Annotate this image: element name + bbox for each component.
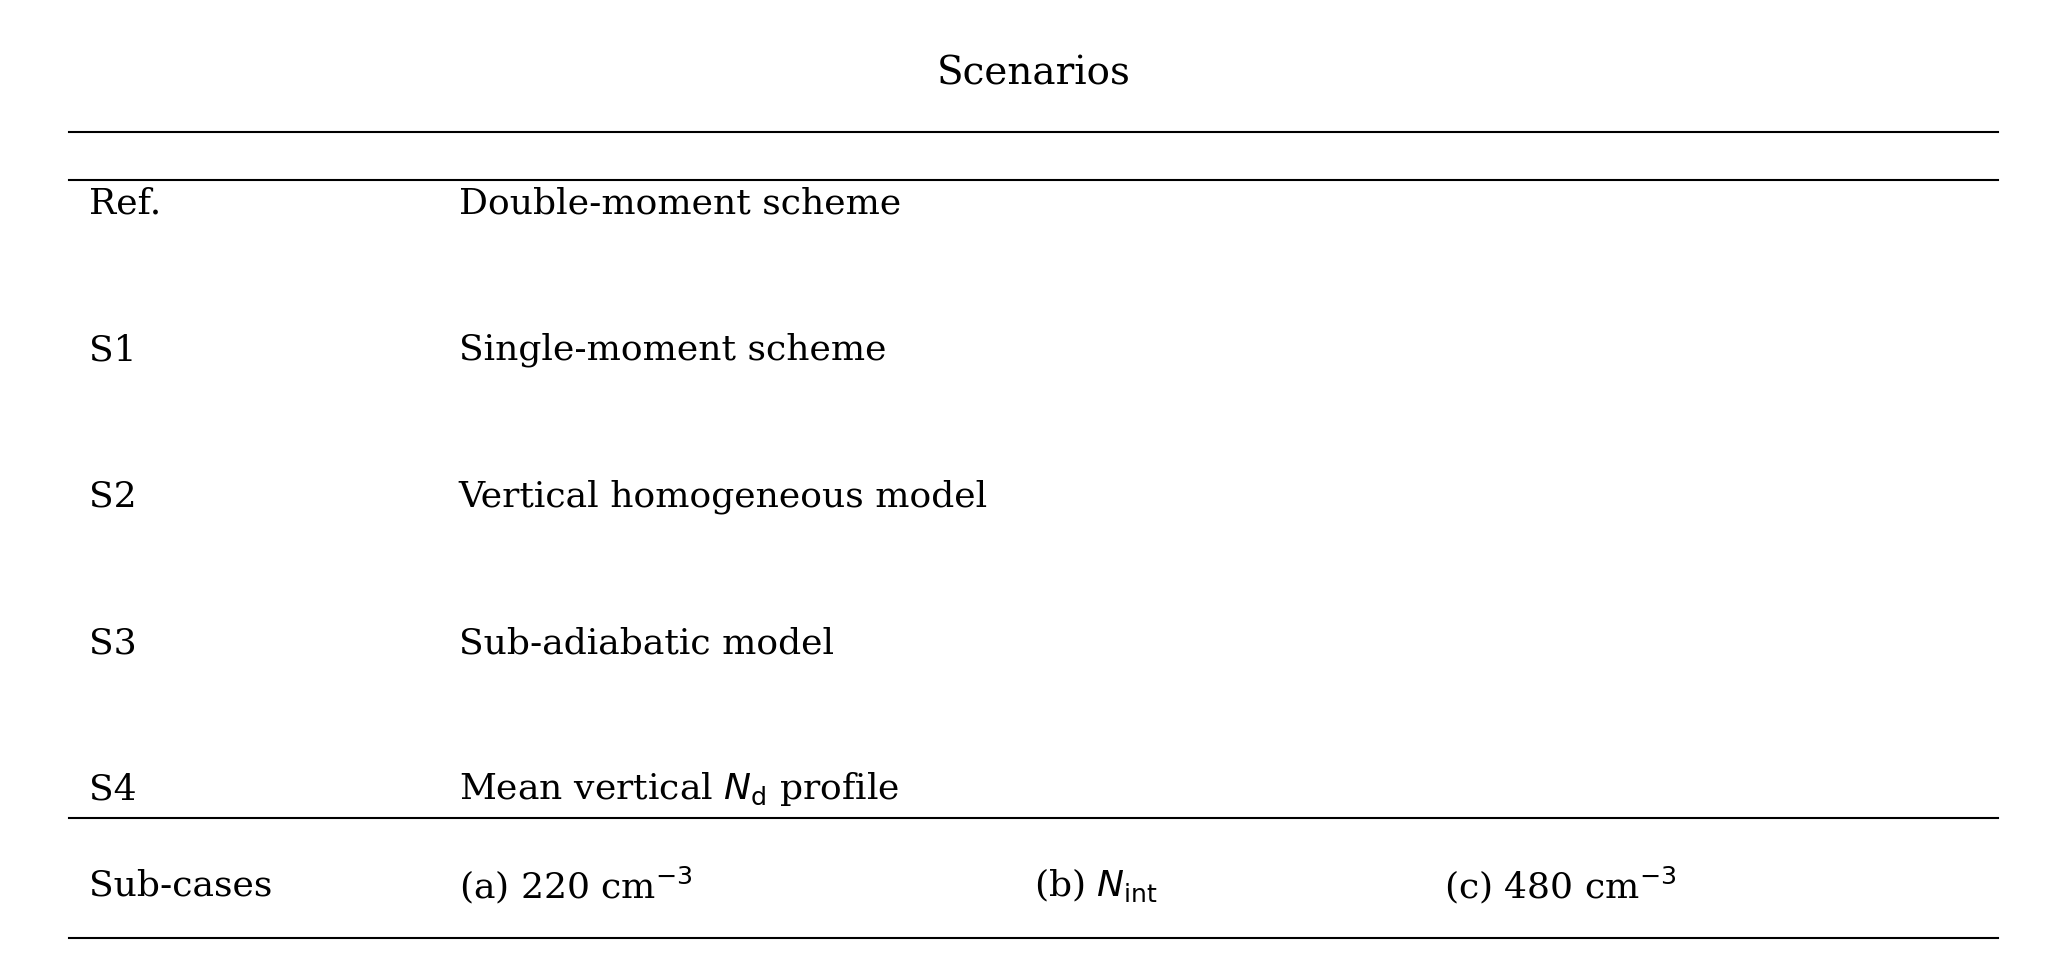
Text: Scenarios: Scenarios <box>936 56 1131 93</box>
Text: Sub-cases: Sub-cases <box>89 869 273 903</box>
Text: Mean vertical $N_{\mathrm{d}}$ profile: Mean vertical $N_{\mathrm{d}}$ profile <box>459 770 899 808</box>
Text: S3: S3 <box>89 626 136 660</box>
Text: Single-moment scheme: Single-moment scheme <box>459 333 887 367</box>
Text: S2: S2 <box>89 479 136 513</box>
Text: (b) $N_{\mathrm{int}}$: (b) $N_{\mathrm{int}}$ <box>1034 867 1158 905</box>
Text: Ref.: Ref. <box>89 187 161 221</box>
Text: (a) 220 cm$^{-3}$: (a) 220 cm$^{-3}$ <box>459 865 692 906</box>
Text: Sub-adiabatic model: Sub-adiabatic model <box>459 626 833 660</box>
Text: S1: S1 <box>89 333 136 367</box>
Text: (c) 480 cm$^{-3}$: (c) 480 cm$^{-3}$ <box>1445 865 1676 906</box>
Text: Double-moment scheme: Double-moment scheme <box>459 187 901 221</box>
Text: S4: S4 <box>89 772 136 806</box>
Text: Vertical homogeneous model: Vertical homogeneous model <box>459 479 988 514</box>
